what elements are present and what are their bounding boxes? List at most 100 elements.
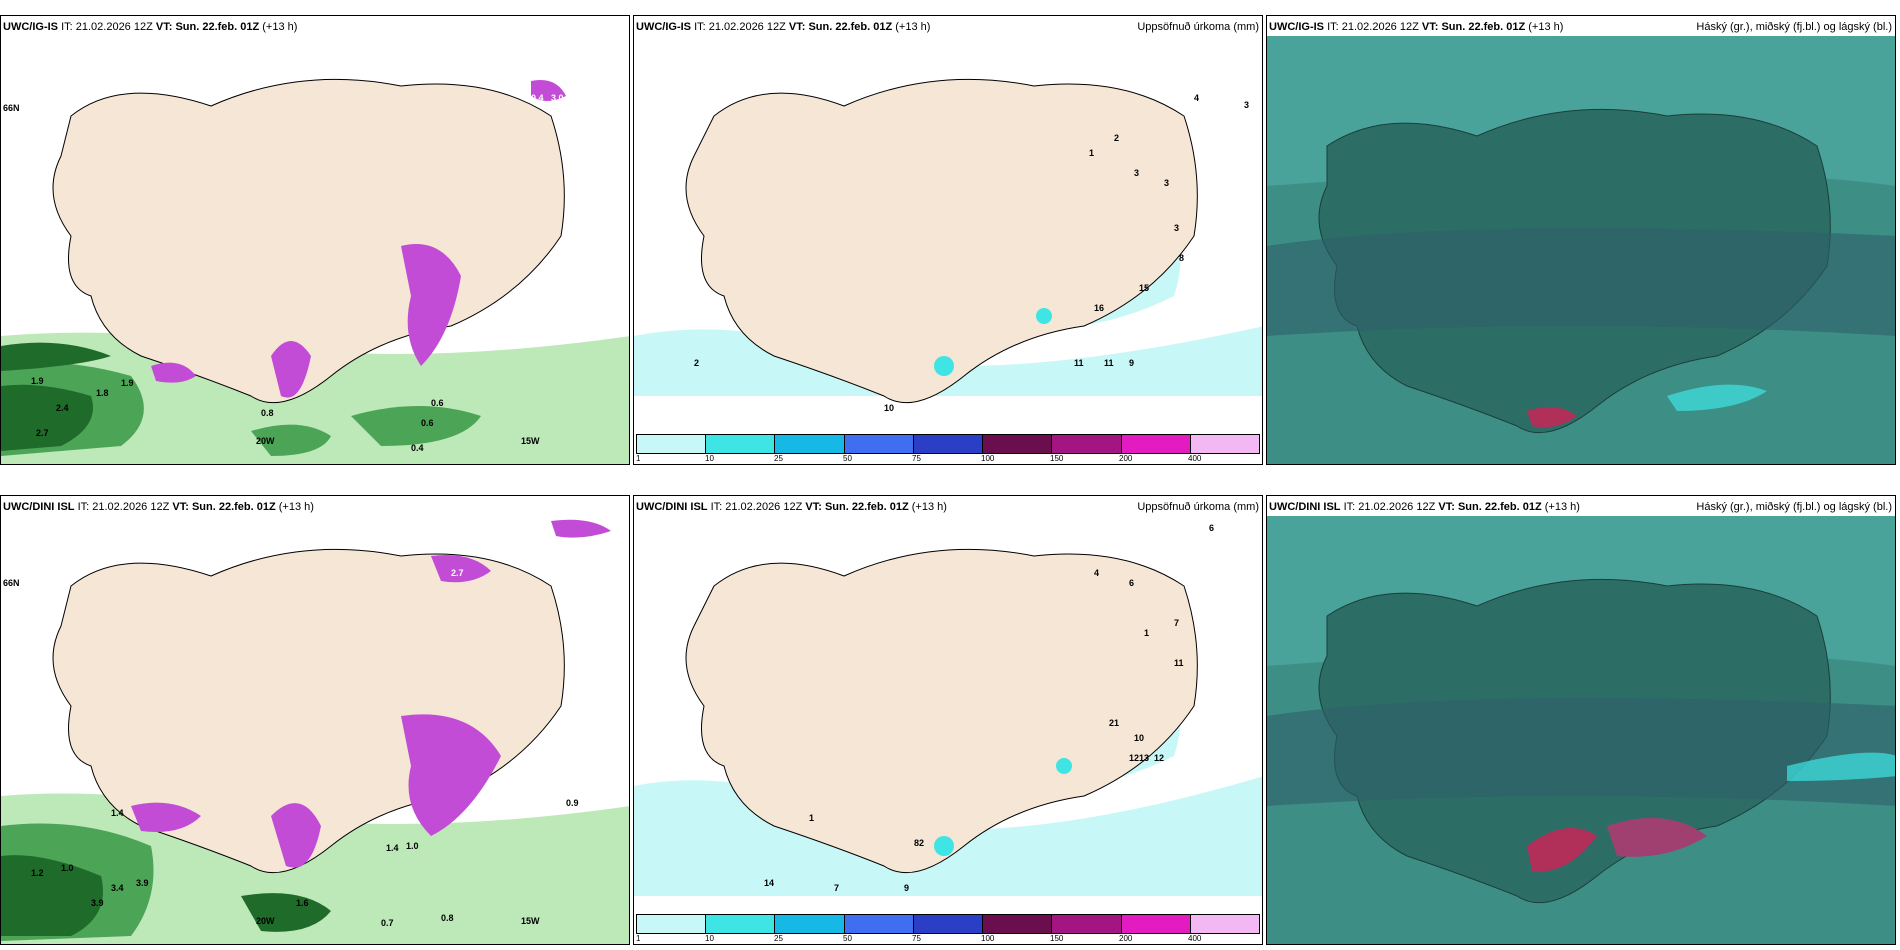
precip-value: 6 [1209, 523, 1214, 533]
wind-value: 1.9 [121, 378, 134, 388]
precip-value: 16 [1094, 303, 1104, 313]
wind-value: 1.6 [296, 898, 309, 908]
precip-value: 2 [1114, 133, 1119, 143]
cbar-tick: 10 [705, 454, 714, 463]
cbar-tick: 75 [912, 934, 921, 943]
wind-map-bottom: 20W 15W 66N 2.7 1.4 1.2 1.0 3.4 3.9 3.9 … [1, 516, 629, 944]
precip-value: 4 [1194, 93, 1199, 103]
wind-value: 1.0 [406, 841, 419, 851]
wind-value: 0.8 [441, 913, 454, 923]
wind-value: 1.4 [111, 808, 124, 818]
cbar-tick: 25 [774, 934, 783, 943]
precip-value: 21 [1109, 718, 1119, 728]
precip-value: 6 [1129, 578, 1134, 588]
precip-value: 10 [1134, 733, 1144, 743]
cbar-tick: 1 [636, 934, 641, 943]
wind-value: 2.4 [56, 403, 69, 413]
cloud-title: Háský (gr.), miðský (fj.bl.) og lágský (… [1696, 501, 1892, 513]
cbar-tick: 200 [1119, 934, 1133, 943]
wind-precip-panel-top: UWC/IG-IS IT: 21.02.2026 12Z VT: Sun. 22… [0, 15, 630, 465]
wind-map-top: 20W 15W 66N 1.9 2.4 2.7 1.8 1.9 0.8 0.6 … [1, 36, 629, 464]
precip-value: 14 [764, 878, 774, 888]
cloud-title: Háský (gr.), miðský (fj.bl.) og lágský (… [1696, 21, 1892, 33]
cbar-tick: 400 [1188, 934, 1202, 943]
cbar-tick: 75 [912, 454, 921, 463]
lon-label-15w: 15W [521, 436, 540, 446]
wind-value: 3.9 [136, 878, 149, 888]
precip-value: 3 [1244, 100, 1249, 110]
precip-value: 11 [1104, 358, 1114, 368]
wind-value: 0.7 [381, 918, 394, 928]
precip-value: 3 [1174, 223, 1179, 233]
precip-colorbar: 1 10 25 50 75 100 150 200 400 [636, 434, 1260, 463]
lon-label-20w: 20W [256, 916, 275, 926]
wind-value: 0.9 [566, 798, 579, 808]
precip-value: 7 [834, 883, 839, 893]
wind-value: 0.6 [421, 418, 434, 428]
lat-label-66n: 66N [3, 578, 20, 588]
precip-colorbar: 1 10 25 50 75 100 150 200 400 [636, 914, 1260, 943]
precip-map-bottom: 6 4 6 1 7 11 21 10 12 13 12 14 7 9 82 1 [634, 516, 1262, 916]
wind-value: 1.8 [96, 388, 109, 398]
wind-value: 1.9 [31, 376, 44, 386]
wind-value: 0.6 [431, 398, 444, 408]
wind-value: 1.4 [386, 843, 399, 853]
wind-value: 2.7 [451, 568, 464, 578]
precip-value: 3 [1164, 178, 1169, 188]
precip-value: 8 [1179, 253, 1184, 263]
precip-value: 11 [1074, 358, 1084, 368]
wind-value: 3.0 [551, 93, 564, 103]
wind-value: 3.4 [111, 883, 124, 893]
cbar-tick: 200 [1119, 454, 1133, 463]
precip-value: 13 [1139, 753, 1149, 763]
precip-value: 7 [1174, 618, 1179, 628]
panel-header: UWC/DINI ISL IT: 21.02.2026 12Z VT: Sun.… [1269, 501, 1580, 513]
precip-panel-top: UWC/IG-IS IT: 21.02.2026 12Z VT: Sun. 22… [633, 15, 1263, 465]
precip-title: Uppsöfnuð úrkoma (mm) [1137, 501, 1259, 513]
precip-value: 1 [1144, 628, 1149, 638]
cbar-tick: 50 [843, 454, 852, 463]
cloud-panel-top: UWC/IG-IS IT: 21.02.2026 12Z VT: Sun. 22… [1266, 15, 1896, 465]
precip-map-top: 4 3 1 2 3 3 3 8 15 16 11 11 9 2 10 [634, 36, 1262, 436]
wind-precip-panel-bottom: UWC/DINI ISL IT: 21.02.2026 12Z VT: Sun.… [0, 495, 630, 945]
panel-header: UWC/IG-IS IT: 21.02.2026 12Z VT: Sun. 22… [3, 21, 298, 33]
wind-value: 1.2 [31, 868, 44, 878]
precip-value: 3 [1134, 168, 1139, 178]
precip-value: 4 [1094, 568, 1099, 578]
cbar-tick: 10 [705, 934, 714, 943]
wind-value: 0.8 [261, 408, 274, 418]
precip-value: 1 [809, 813, 814, 823]
panel-header: UWC/IG-IS IT: 21.02.2026 12Z VT: Sun. 22… [1269, 21, 1564, 33]
cbar-tick: 50 [843, 934, 852, 943]
wind-value: 0.4 [411, 443, 424, 453]
precip-value: 9 [1129, 358, 1134, 368]
lon-label-15w: 15W [521, 916, 540, 926]
precip-value: 10 [884, 403, 894, 413]
lat-label-66n: 66N [3, 103, 20, 113]
precip-value: 9 [904, 883, 909, 893]
cbar-tick: 100 [981, 454, 995, 463]
wind-value: 1.0 [61, 863, 74, 873]
cbar-tick: 150 [1050, 454, 1064, 463]
panel-header: UWC/DINI ISL IT: 21.02.2026 12Z VT: Sun.… [3, 501, 314, 513]
precip-value: 12 [1129, 753, 1139, 763]
cloud-map-bottom [1267, 516, 1895, 944]
precip-title: Uppsöfnuð úrkoma (mm) [1137, 21, 1259, 33]
cbar-tick: 25 [774, 454, 783, 463]
cloud-map-top [1267, 36, 1895, 464]
precip-panel-bottom: UWC/DINI ISL IT: 21.02.2026 12Z VT: Sun.… [633, 495, 1263, 945]
cbar-tick: 1 [636, 454, 641, 463]
wind-value: 0.4 [531, 93, 544, 103]
cbar-tick: 150 [1050, 934, 1064, 943]
lon-label-20w: 20W [256, 436, 275, 446]
cbar-tick: 400 [1188, 454, 1202, 463]
cloud-panel-bottom: UWC/DINI ISL IT: 21.02.2026 12Z VT: Sun.… [1266, 495, 1896, 945]
precip-value: 11 [1174, 658, 1184, 668]
precip-value: 15 [1139, 283, 1149, 293]
cbar-tick: 100 [981, 934, 995, 943]
wind-value: 2.7 [36, 428, 49, 438]
panel-header: UWC/DINI ISL IT: 21.02.2026 12Z VT: Sun.… [636, 501, 947, 513]
precip-value: 1 [1089, 148, 1094, 158]
wind-value: 3.9 [91, 898, 104, 908]
precip-value: 2 [694, 358, 699, 368]
